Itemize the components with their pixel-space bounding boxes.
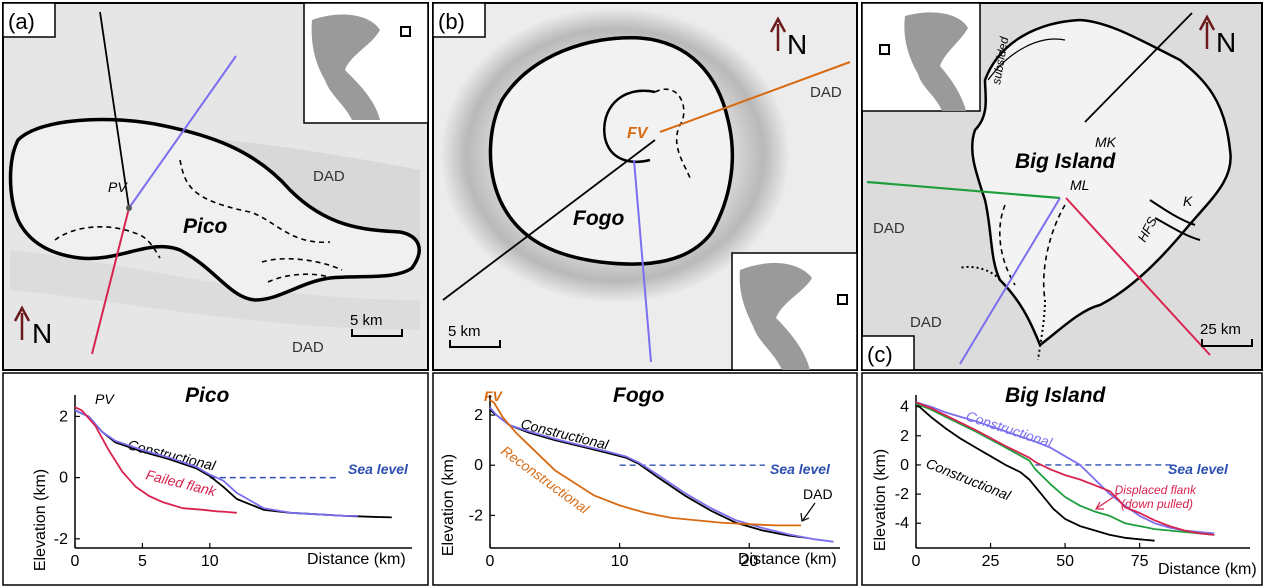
x-tick-label: 10 xyxy=(611,553,629,570)
y-tick-label: 0 xyxy=(900,457,909,474)
big-island-dad-label-2: DAD xyxy=(910,314,942,331)
chart-sea-label-pico: Sea level xyxy=(348,461,409,477)
fogo-vent-label: FV xyxy=(627,125,649,142)
pico-label: Pico xyxy=(183,215,228,238)
mk-label: MK xyxy=(1095,134,1117,150)
y-tick-label: 0 xyxy=(474,457,483,474)
panel-a-north: N xyxy=(32,318,52,349)
x-tick-label: 0 xyxy=(71,553,80,570)
dad-arrow-icon xyxy=(800,502,816,522)
x-tick-label: 25 xyxy=(982,553,1000,570)
panel-c-north: N xyxy=(1216,27,1236,58)
y-tick-label: 2 xyxy=(474,407,483,424)
y-tick-label: -2 xyxy=(895,486,909,503)
panel-b-north: N xyxy=(787,29,807,60)
panel-a-tag: (a) xyxy=(8,9,35,34)
k-label: K xyxy=(1183,193,1193,209)
panel-a-map: (a) Pico PV DAD DAD N 5 km xyxy=(2,2,429,371)
chart-ylabel-pico: Elevation (km) xyxy=(32,469,49,571)
chart-sea-label-big-island: Sea level xyxy=(1168,461,1229,477)
series-line-2 xyxy=(489,399,802,527)
x-tick-label: 10 xyxy=(201,553,219,570)
chart-pico: 0 5 10-202 xyxy=(54,395,412,570)
fogo-label: Fogo xyxy=(573,207,624,230)
pico-dad-label: DAD xyxy=(313,168,345,185)
y-tick-label: -4 xyxy=(895,515,909,532)
big-island-dad-label: DAD xyxy=(873,220,905,237)
panel-c-map: (c) Big Island MK ML K HFS subsided DAD … xyxy=(861,2,1263,371)
series-line-3 xyxy=(915,401,1215,536)
panel-b-map: (b) Fogo FV DAD N 5 km xyxy=(432,2,858,371)
annotation-line-1: Displaced flank xyxy=(1115,483,1197,497)
x-tick-label: 5 xyxy=(138,553,147,570)
y-tick-label: 4 xyxy=(900,399,909,416)
fogo-dad-label: DAD xyxy=(810,84,842,101)
chart-title-big-island: Big Island xyxy=(1005,384,1107,407)
chart-sea-label-fogo: Sea level xyxy=(770,461,831,477)
annotation-line-2: (down pulled) xyxy=(1121,497,1193,511)
pico-island-outline xyxy=(8,117,421,302)
chart-vent-fogo: FV xyxy=(484,388,504,404)
chart-annotation-big-island: Displaced flank (down pulled) xyxy=(1115,483,1200,511)
panel-c-scale: 25 km xyxy=(1200,321,1241,338)
chart-vent-pico: PV xyxy=(95,391,115,407)
x-tick-label: 0 xyxy=(912,553,921,570)
chart-fogo: 0 10 20 -2 0 2 xyxy=(469,395,840,570)
pico-dad-label-2: DAD xyxy=(292,339,324,356)
panel-a-scale: 5 km xyxy=(350,312,383,329)
big-island-outline xyxy=(971,18,1232,347)
chart-ylabel-big-island: Elevation (km) xyxy=(872,449,889,551)
chart-big-island: 0 25 50 75 -4 -2 0 2 4 xyxy=(895,395,1250,570)
north-arrow-icon xyxy=(13,305,31,340)
x-tick-label: 75 xyxy=(1131,553,1149,570)
x-tick-label: 0 xyxy=(486,553,495,570)
y-tick-label: 0 xyxy=(59,470,68,487)
pico-vent-label: PV xyxy=(108,179,128,195)
y-tick-label: 2 xyxy=(59,408,68,425)
chart-title-fogo: Fogo xyxy=(613,384,664,407)
ml-label: ML xyxy=(1070,177,1089,193)
chart-dad-fogo: DAD xyxy=(803,486,833,502)
panel-b-scale: 5 km xyxy=(448,323,481,340)
chart-xlabel-fogo: Distance (km) xyxy=(738,551,837,568)
series-line-2 xyxy=(915,402,1215,536)
chart-xlabel-big-island: Distance (km) xyxy=(1158,561,1257,578)
north-arrow-icon xyxy=(1198,14,1216,49)
big-island-label: Big Island xyxy=(1015,150,1117,173)
series-line-1 xyxy=(489,406,834,543)
series-line-1 xyxy=(915,401,1215,535)
y-tick-label: -2 xyxy=(54,531,68,548)
x-tick-label: 20 xyxy=(740,553,758,570)
panel-c-tag: (c) xyxy=(867,342,893,367)
chart-ylabel-fogo: Elevation (km) xyxy=(440,454,457,556)
y-tick-label: 2 xyxy=(900,428,909,445)
series-line-2 xyxy=(74,406,237,514)
panel-b-tag: (b) xyxy=(438,9,465,34)
series-line-0 xyxy=(915,403,1155,542)
chart-title-pico: Pico xyxy=(185,384,230,407)
x-tick-label: 50 xyxy=(1056,553,1074,570)
chart-xlabel-pico: Distance (km) xyxy=(307,551,406,568)
north-arrow-icon xyxy=(769,16,787,51)
series-line-1 xyxy=(74,409,359,517)
y-tick-label: -2 xyxy=(469,507,483,524)
